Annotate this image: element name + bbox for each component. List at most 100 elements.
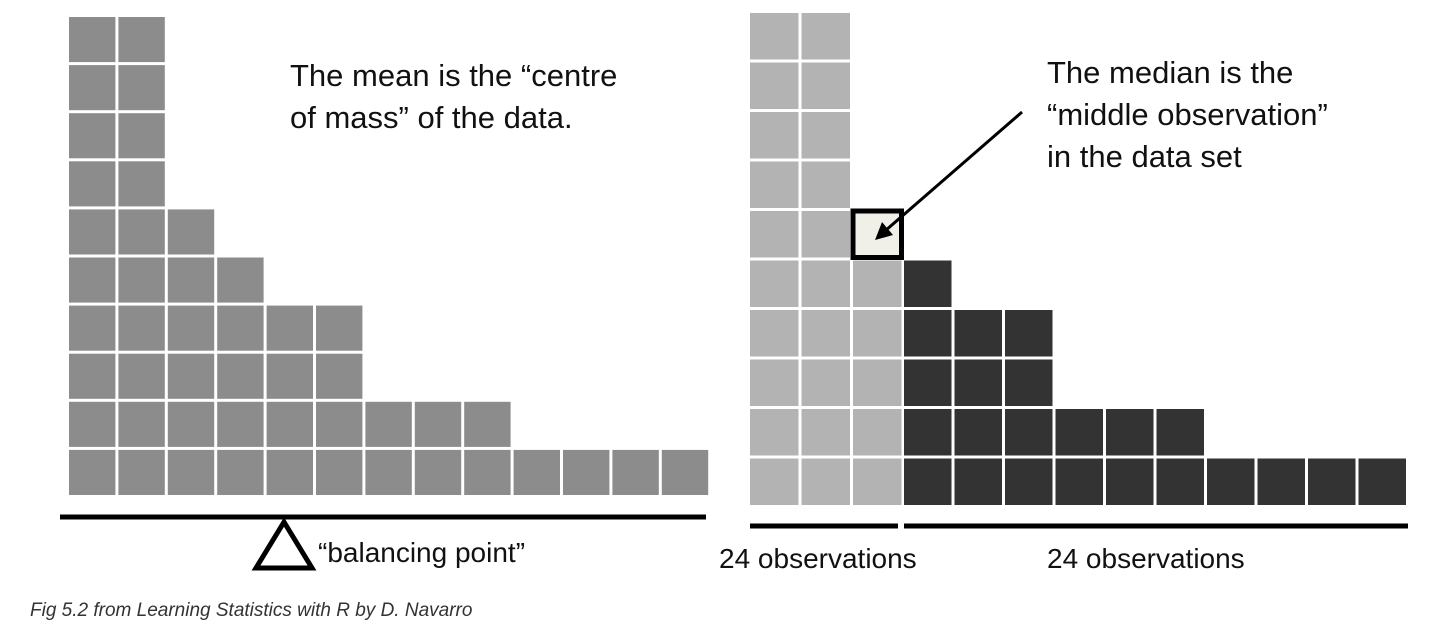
lower-half-block — [801, 458, 850, 505]
upper-half-block — [1005, 409, 1053, 456]
median-arrow — [884, 110, 1023, 233]
mean-block — [513, 449, 560, 495]
median-note: The median is the “middle observation” i… — [1047, 52, 1328, 178]
mean-block — [217, 257, 264, 303]
lower-half-label: 24 observations — [719, 543, 917, 574]
lower-half-block — [750, 310, 799, 357]
upper-half-block — [954, 409, 1002, 456]
median-arrow-head — [875, 222, 893, 240]
mean-block — [464, 449, 511, 495]
mean-block — [118, 449, 165, 495]
mean-block — [266, 401, 313, 447]
upper-half-block — [1156, 409, 1204, 456]
lower-half-block — [801, 359, 850, 406]
mean-block — [167, 449, 215, 495]
lower-half-block — [750, 13, 799, 60]
mean-block — [69, 401, 116, 447]
mean-block — [365, 401, 412, 447]
lower-half-block — [750, 409, 799, 456]
upper-half-block — [1106, 409, 1154, 456]
median-note-line-3: in the data set — [1047, 139, 1242, 174]
lower-half-block — [750, 161, 799, 208]
lower-half-block — [801, 211, 850, 258]
mean-block — [118, 17, 165, 63]
upper-half-block — [1005, 310, 1053, 357]
upper-half-label: 24 observations — [1047, 543, 1245, 574]
upper-half-block — [1106, 458, 1154, 505]
balancing-point-triangle — [251, 517, 317, 571]
mean-block — [167, 401, 215, 447]
median-note-line-2: “middle observation” — [1047, 97, 1328, 132]
mean-block — [414, 449, 462, 495]
mean-block — [661, 449, 709, 495]
mean-block — [217, 353, 264, 399]
upper-half-block — [904, 310, 952, 357]
mean-block — [69, 17, 116, 63]
lower-half-block — [801, 409, 850, 456]
figure-caption: Fig 5.2 from Learning Statistics with R … — [30, 600, 473, 621]
mean-block — [69, 209, 116, 255]
upper-half-block — [954, 359, 1002, 406]
mean-block — [69, 353, 116, 399]
upper-half-block — [954, 458, 1002, 505]
mean-block — [316, 305, 363, 351]
lower-half-block — [853, 260, 902, 307]
mean-block — [69, 257, 116, 303]
mean-block — [118, 113, 165, 159]
mean-block — [118, 353, 165, 399]
upper-half-block — [1055, 458, 1103, 505]
mean-block — [316, 353, 363, 399]
lower-half-block — [801, 112, 850, 159]
lower-half-block — [750, 260, 799, 307]
lower-half-block — [853, 409, 902, 456]
upper-half-block — [1257, 458, 1305, 505]
mean-block — [167, 353, 215, 399]
mean-block — [69, 161, 116, 207]
lower-half-block — [801, 13, 850, 60]
mean-note-line-2: of mass” of the data. — [290, 100, 573, 135]
upper-half-block — [1005, 458, 1053, 505]
median-histogram — [750, 13, 1406, 505]
mean-block — [464, 401, 511, 447]
mean-block — [217, 449, 264, 495]
upper-half-block — [1358, 458, 1406, 505]
mean-block — [563, 449, 610, 495]
upper-half-block — [1005, 359, 1053, 406]
mean-block — [118, 65, 165, 111]
lower-half-block — [750, 112, 799, 159]
mean-block — [118, 209, 165, 255]
mean-block — [266, 305, 313, 351]
upper-half-block — [904, 409, 952, 456]
mean-block — [217, 305, 264, 351]
lower-half-block — [750, 359, 799, 406]
mean-block — [316, 401, 363, 447]
upper-half-block — [1055, 409, 1103, 456]
lower-half-block — [801, 62, 850, 109]
upper-half-block — [904, 458, 952, 505]
median-observation-block — [850, 208, 904, 260]
mean-block — [266, 353, 313, 399]
mean-block — [414, 401, 462, 447]
mean-block — [167, 305, 215, 351]
mean-note-line-1: The mean is the “centre — [290, 58, 618, 93]
median-note-line-1: The median is the — [1047, 55, 1294, 90]
mean-block — [612, 449, 659, 495]
lower-half-block — [750, 62, 799, 109]
mean-block — [365, 449, 412, 495]
upper-half-block — [904, 359, 952, 406]
mean-block — [69, 449, 116, 495]
lower-half-block — [801, 260, 850, 307]
lower-half-block — [801, 161, 850, 208]
upper-half-block — [1308, 458, 1356, 505]
mean-block — [266, 449, 313, 495]
mean-block — [217, 401, 264, 447]
mean-block — [167, 257, 215, 303]
mean-block — [69, 65, 116, 111]
upper-half-block — [904, 260, 952, 307]
mean-block — [167, 209, 215, 255]
lower-half-block — [750, 211, 799, 258]
mean-block — [69, 305, 116, 351]
lower-half-block — [750, 458, 799, 505]
upper-half-block — [1207, 458, 1255, 505]
